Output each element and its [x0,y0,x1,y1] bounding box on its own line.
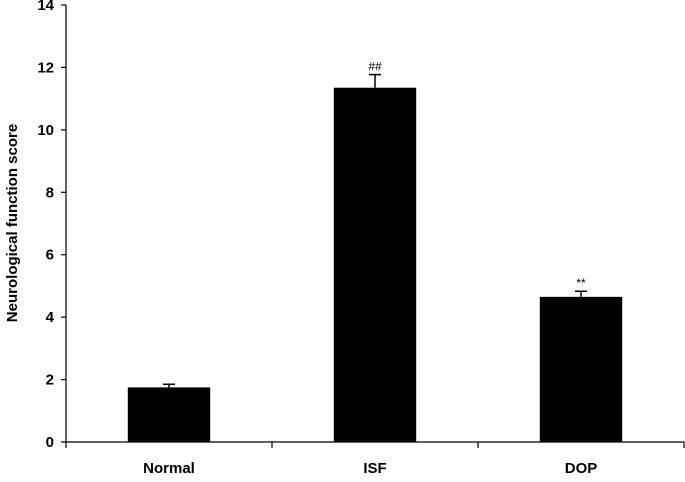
bar-isf [333,87,417,442]
y-tick-label: 10 [37,122,54,139]
y-tick-label: 6 [46,247,54,264]
y-tick-label: 4 [46,309,55,326]
y-tick-label: 8 [46,184,54,201]
category-label-normal: Normal [143,460,195,477]
bar-normal [127,387,211,442]
y-tick-label: 14 [37,0,54,14]
y-tick-label: 12 [37,59,54,76]
category-label-isf: ISF [363,460,386,477]
significance-label-dop: ** [576,276,586,290]
x-axis [65,441,685,448]
category-label-dop: DOP [565,460,598,477]
y-axis-label: Neurological function score [4,124,21,322]
category-labels: Normal ISF DOP [143,460,597,477]
significance-label-isf: ## [368,60,382,74]
bar-dop [539,296,623,442]
bars: ## ** [127,60,623,442]
y-tick-label: 0 [46,434,54,451]
y-axis: 0 2 4 6 8 10 12 14 [37,0,67,451]
y-tick-label: 2 [46,372,54,389]
